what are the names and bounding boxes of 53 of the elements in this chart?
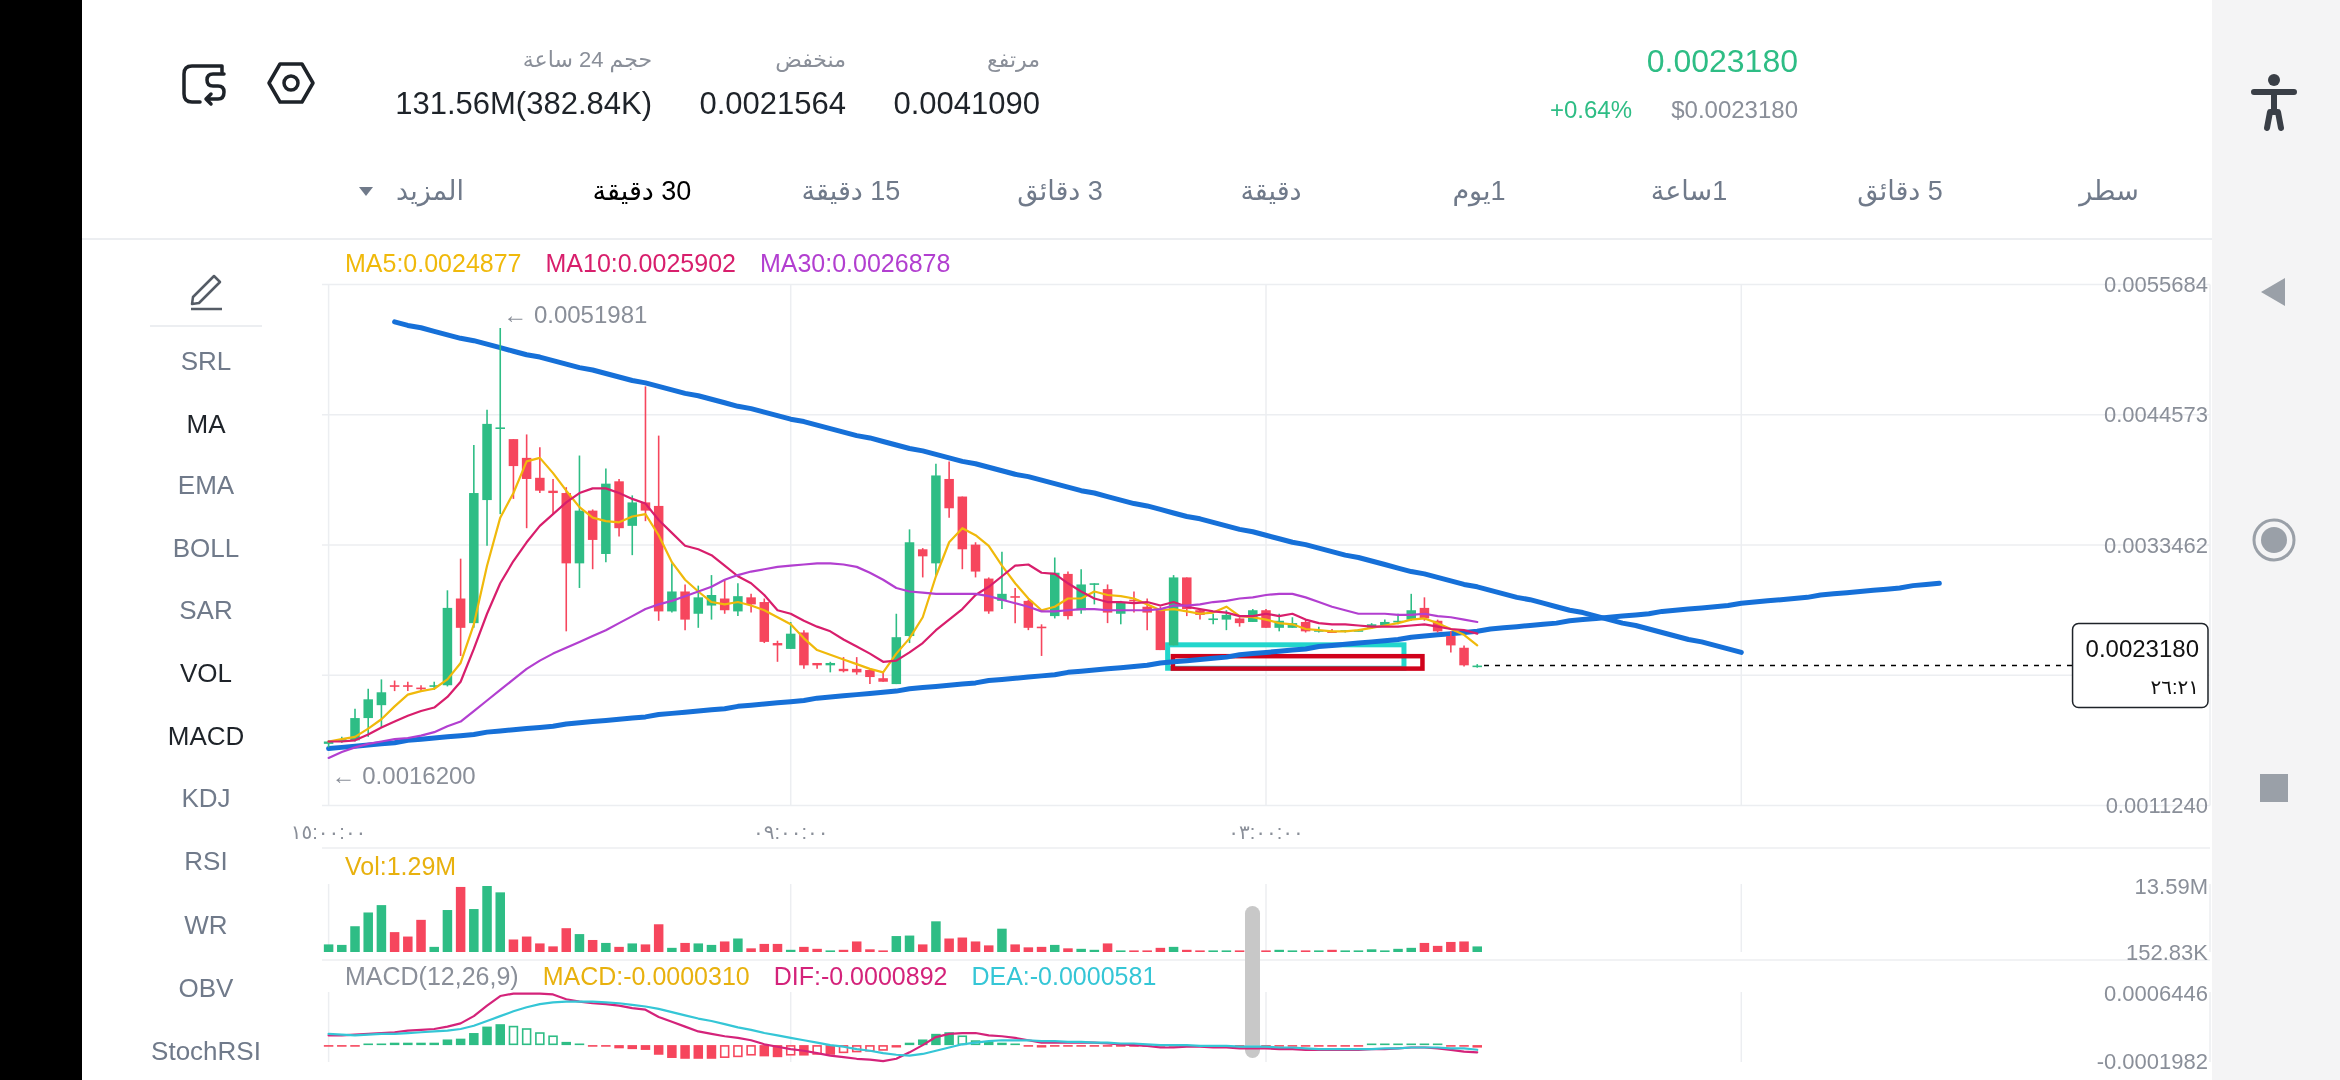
y-tick-label: 152.83K <box>2126 939 2209 965</box>
annotation: ← 0.0016200 <box>331 761 476 789</box>
annotation: ← 0.0051981 <box>503 300 648 328</box>
text: RSI <box>184 846 228 876</box>
text: OBV <box>178 973 235 1003</box>
text: MA5:0.0024877 <box>345 249 522 277</box>
text: 1ساعة <box>1650 175 1728 206</box>
y-tick-label: 0.0055684 <box>2104 272 2208 298</box>
text: 0.0021564 <box>699 85 846 121</box>
text: مرتفع <box>987 47 1040 72</box>
text: 1يوم <box>1452 175 1506 206</box>
chart-title: Vol:1.29M <box>345 852 457 880</box>
text: BOLL <box>172 533 240 563</box>
x-tick-label: ٠٣:٠٠:٠٠ <box>1228 821 1304 843</box>
text: $0.0023180 <box>1671 95 1798 123</box>
text: DEA:-0.0000581 <box>971 962 1157 990</box>
text: 5 دقائق <box>1857 175 1943 206</box>
text: EMA <box>177 470 235 500</box>
ref-line-label: 0.0023180 <box>2085 635 2199 663</box>
x-tick-label: ٠٩:٠٠:٠٠ <box>752 821 829 843</box>
text: 3 دقائق <box>1017 175 1103 206</box>
y-tick-label: 13.59M <box>2134 873 2208 899</box>
text: 0.0023180 <box>1646 43 1798 79</box>
text: SRL <box>180 346 232 376</box>
text: المزيد <box>396 175 464 206</box>
text: MA30:0.0026878 <box>759 249 951 277</box>
text: 15 دقيقة <box>801 175 901 206</box>
text: حجم 24 ساعة <box>522 47 652 72</box>
text: SAR <box>179 595 233 625</box>
text: سطر <box>2079 175 2139 206</box>
text: MA10:0.0025902 <box>545 249 736 277</box>
text: 30 دقيقة <box>592 175 692 206</box>
x-tick-label: ١٥:٠٠:٠٠ <box>290 821 367 843</box>
text: 0.0041090 <box>893 85 1040 121</box>
legend-title: MACD(12,26,9) <box>345 962 519 990</box>
text: VOL <box>179 658 233 688</box>
text: WR <box>184 910 228 940</box>
annotation: ٢٦:٢١ <box>2150 675 2199 698</box>
series-label: DIF:-0.0000892 <box>773 962 948 990</box>
text: KDJ <box>181 783 231 813</box>
y-tick-label: 0.0033462 <box>2104 532 2208 558</box>
y-tick-label: 0.0011240 <box>2105 793 2208 818</box>
text: MA <box>186 409 227 439</box>
text: منخفض <box>775 47 846 72</box>
text: MACD <box>167 721 245 751</box>
y-tick-label: 0.0006446 <box>2104 980 2208 1006</box>
text: StochRSI <box>151 1036 261 1066</box>
text: 131.56M(382.84K) <box>395 85 652 121</box>
text: MACD:-0.0000310 <box>542 962 750 990</box>
y-tick-label: 0.0044573 <box>2104 402 2208 428</box>
text: +0.64% <box>1549 95 1632 123</box>
y-tick-label: -0.0001982 <box>2096 1048 2208 1074</box>
text: دقيقة <box>1240 175 1302 206</box>
